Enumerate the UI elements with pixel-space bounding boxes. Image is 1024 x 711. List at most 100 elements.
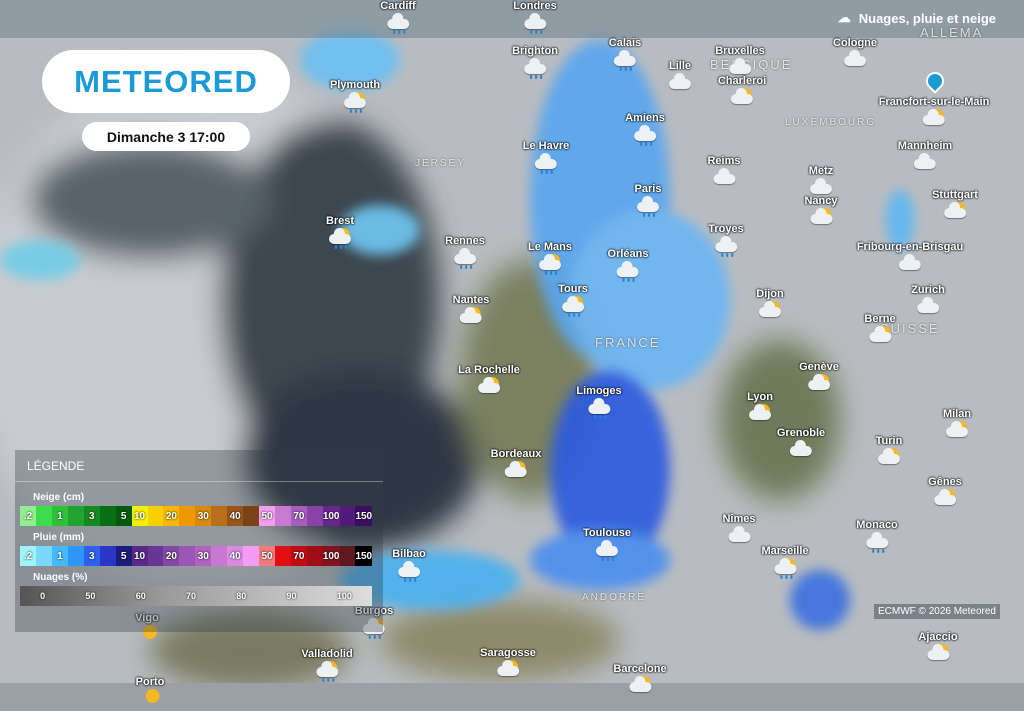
- city-marker[interactable]: Dijon: [756, 288, 784, 323]
- cloud-icon: [914, 297, 942, 319]
- sun-cloud-icon: [502, 461, 530, 483]
- city-marker[interactable]: Porto: [136, 676, 164, 711]
- sun-rain-icon: [360, 618, 388, 640]
- city-marker[interactable]: Metz: [807, 165, 835, 200]
- cloud-icon: [896, 254, 924, 276]
- meteored-logo[interactable]: METEORED: [42, 50, 290, 113]
- city-name: Tours: [558, 283, 588, 295]
- city-marker[interactable]: Cardiff: [380, 0, 416, 35]
- city-marker[interactable]: Orléans: [608, 248, 648, 283]
- city-marker[interactable]: Londres: [513, 0, 557, 35]
- city-marker[interactable]: Turin: [875, 435, 903, 470]
- city-marker[interactable]: Saragosse: [480, 647, 536, 682]
- layer-selector[interactable]: ☁ Nuages, pluie et neige: [837, 10, 996, 26]
- city-marker[interactable]: Rennes: [445, 235, 485, 270]
- city-marker[interactable]: Calais: [609, 37, 641, 72]
- sun-cloud-icon: [807, 208, 835, 230]
- city-marker[interactable]: Barcelone: [613, 663, 667, 698]
- city-marker[interactable]: Nancy: [804, 195, 838, 230]
- city-name: Lille: [668, 60, 691, 72]
- rain-icon: [384, 13, 412, 35]
- city-marker[interactable]: Reims: [707, 155, 741, 190]
- rain-legend-label: Pluie (mm): [33, 532, 85, 543]
- city-marker[interactable]: Cologne: [833, 37, 877, 72]
- rain-scale-step: 1: [51, 546, 68, 566]
- region-label: LUXEMBOURG: [785, 117, 877, 128]
- city-marker[interactable]: Marseille: [761, 545, 809, 580]
- city-name: Dijon: [756, 288, 784, 300]
- city-name: Nancy: [804, 195, 838, 207]
- city-name: Metz: [808, 165, 834, 177]
- snow-scale-step: 50: [259, 506, 275, 526]
- city-name: Reims: [707, 155, 741, 167]
- city-marker[interactable]: Le Havre: [523, 140, 569, 175]
- clouds-scale-tick: 60: [135, 591, 146, 601]
- city-marker[interactable]: Fribourg-en-Brisgau: [857, 241, 963, 276]
- sun-cloud-icon: [941, 202, 969, 224]
- rain-scale-step: [339, 546, 356, 566]
- city-name: Lyon: [747, 391, 773, 403]
- region-label: FRANCE: [595, 335, 661, 350]
- city-marker[interactable]: Lyon: [746, 391, 774, 426]
- rain-scale-step: [275, 546, 291, 566]
- snow-scale-step: 150: [355, 506, 373, 526]
- city-name: Bilbao: [392, 548, 426, 560]
- clouds-scale: 0 50 60 70 80 90 100: [20, 586, 372, 606]
- city-marker[interactable]: Limoges: [576, 385, 622, 420]
- city-marker[interactable]: Mannheim: [898, 140, 952, 175]
- city-name: Le Mans: [527, 241, 573, 253]
- city-marker[interactable]: Valladolid: [301, 648, 353, 683]
- clouds-scale-tick: 100: [336, 591, 352, 601]
- city-name: Saragosse: [480, 647, 536, 659]
- city-marker[interactable]: Milan: [943, 408, 971, 443]
- city-name: Troyes: [708, 223, 744, 235]
- city-marker[interactable]: Gênes: [928, 476, 962, 511]
- snow-scale-step: 20: [163, 506, 180, 526]
- city-name: Milan: [942, 408, 972, 420]
- city-marker[interactable]: Le Mans: [528, 241, 572, 276]
- city-marker[interactable]: Zurich: [911, 284, 945, 319]
- forecast-time[interactable]: Dimanche 3 17:00: [82, 122, 250, 151]
- city-marker[interactable]: Paris: [634, 183, 662, 218]
- city-marker[interactable]: Monaco: [856, 519, 898, 554]
- city-marker[interactable]: Troyes: [708, 223, 744, 258]
- city-name: Cologne: [833, 37, 877, 49]
- city-marker[interactable]: Toulouse: [583, 527, 631, 562]
- city-marker[interactable]: Amiens: [625, 112, 665, 147]
- sun-cloud-icon: [920, 109, 948, 131]
- city-marker[interactable]: Ajaccio: [918, 631, 958, 666]
- city-marker[interactable]: Lille: [666, 60, 694, 95]
- city-name: Ajaccio: [918, 631, 958, 643]
- rain-icon: [395, 561, 423, 583]
- city-marker[interactable]: Vigo: [133, 612, 161, 647]
- city-marker[interactable]: Plymouth: [330, 79, 380, 114]
- city-marker[interactable]: Bilbao: [392, 548, 426, 583]
- city-marker[interactable]: Brest: [326, 215, 354, 250]
- rain-scale-step: [243, 546, 260, 566]
- city-marker[interactable]: Charleroi: [718, 75, 766, 110]
- city-marker[interactable]: Nantes: [453, 294, 489, 329]
- city-marker[interactable]: Bordeaux: [491, 448, 541, 483]
- city-marker[interactable]: Burgos: [355, 605, 393, 640]
- credit: ECMWF © 2026 Meteored: [874, 604, 1000, 619]
- city-name: Paris: [634, 183, 662, 195]
- city-marker[interactable]: Stuttgart: [932, 189, 978, 224]
- city-marker[interactable]: Brighton: [512, 45, 558, 80]
- cloud-icon: [666, 73, 694, 95]
- rain-icon: [634, 196, 662, 218]
- rain-icon: [712, 236, 740, 258]
- rain-scale-step: 5: [115, 546, 132, 566]
- city-marker[interactable]: Genève: [799, 361, 839, 396]
- sun-icon: [136, 689, 164, 711]
- city-marker[interactable]: Nîmes: [722, 513, 756, 548]
- city-marker[interactable]: Francfort-sur-le-Main: [879, 96, 989, 131]
- city-marker[interactable]: Berne: [864, 313, 896, 348]
- rain-scale-step: 50: [259, 546, 275, 566]
- sun-rain-icon: [341, 92, 369, 114]
- city-marker[interactable]: Bruxelles: [715, 45, 765, 80]
- sun-cloud-icon: [866, 326, 894, 348]
- city-marker[interactable]: Tours: [558, 283, 588, 318]
- weather-map[interactable]: [0, 0, 1024, 683]
- city-marker[interactable]: Grenoble: [777, 427, 825, 462]
- city-marker[interactable]: La Rochelle: [458, 364, 520, 399]
